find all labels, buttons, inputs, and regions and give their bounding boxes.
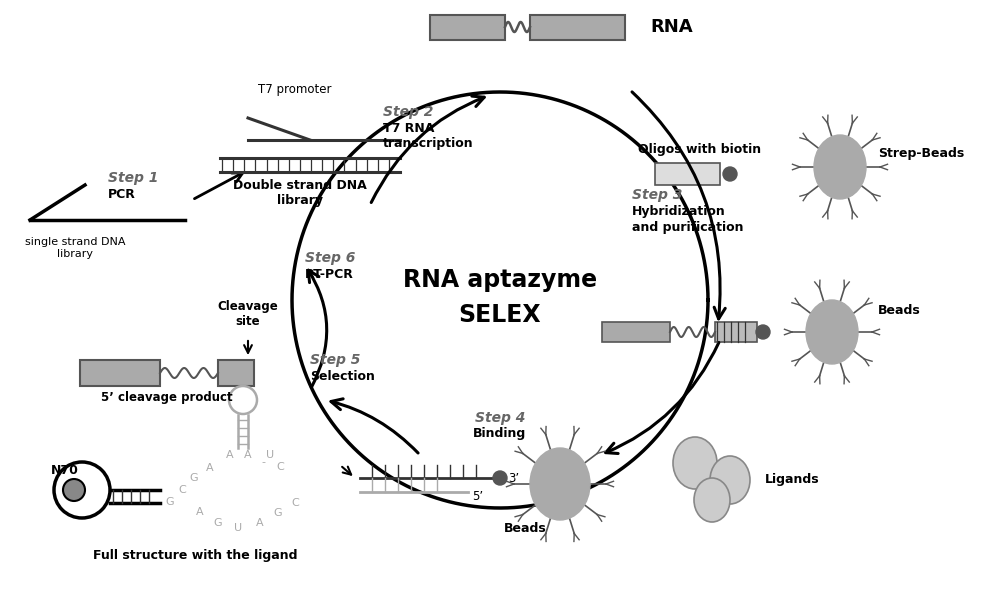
Ellipse shape — [814, 135, 866, 199]
FancyBboxPatch shape — [715, 322, 757, 342]
Text: A: A — [196, 507, 204, 517]
Text: Ligands: Ligands — [765, 474, 820, 487]
Text: RNA aptazyme: RNA aptazyme — [403, 268, 597, 292]
Text: U: U — [266, 450, 274, 460]
Text: G: G — [166, 497, 174, 507]
Text: Double strand DNA
library: Double strand DNA library — [233, 179, 367, 207]
FancyBboxPatch shape — [430, 15, 505, 40]
Text: T7 RNA: T7 RNA — [383, 121, 434, 135]
Text: Beads: Beads — [878, 304, 921, 316]
Text: 5’: 5’ — [472, 490, 483, 504]
FancyBboxPatch shape — [218, 360, 254, 386]
Circle shape — [756, 325, 770, 339]
Text: Step 1: Step 1 — [108, 171, 158, 185]
Text: RT-PCR: RT-PCR — [305, 267, 354, 280]
Text: C: C — [276, 462, 284, 472]
Text: Full structure with the ligand: Full structure with the ligand — [93, 548, 297, 562]
Text: Step 4: Step 4 — [475, 411, 525, 425]
Text: single strand DNA
library: single strand DNA library — [25, 237, 125, 259]
FancyBboxPatch shape — [80, 360, 160, 386]
Ellipse shape — [673, 437, 717, 489]
Circle shape — [63, 479, 85, 501]
Ellipse shape — [806, 300, 858, 364]
Text: and purification: and purification — [632, 221, 744, 234]
Text: A: A — [206, 463, 214, 473]
Text: Beads: Beads — [504, 521, 546, 535]
Text: Selection: Selection — [310, 370, 375, 383]
Text: G: G — [274, 508, 282, 518]
FancyBboxPatch shape — [655, 163, 720, 185]
Text: Step 6: Step 6 — [305, 251, 355, 265]
Text: -: - — [261, 457, 265, 467]
Ellipse shape — [694, 478, 730, 522]
Text: Step 2: Step 2 — [383, 105, 433, 119]
Text: 3’: 3’ — [508, 471, 519, 484]
Text: G: G — [190, 473, 198, 483]
Text: Hybridization: Hybridization — [632, 206, 726, 218]
Ellipse shape — [710, 456, 750, 504]
Text: G: G — [214, 518, 222, 528]
Text: PCR: PCR — [108, 188, 136, 200]
Text: Oligos with biotin: Oligos with biotin — [638, 144, 762, 157]
Text: RNA: RNA — [650, 18, 693, 36]
Text: C: C — [178, 485, 186, 495]
Text: SELEX: SELEX — [459, 303, 541, 327]
Text: transcription: transcription — [383, 136, 474, 150]
Circle shape — [723, 167, 737, 181]
Text: A: A — [256, 518, 264, 528]
Text: 5’ cleavage product: 5’ cleavage product — [101, 392, 233, 404]
Circle shape — [54, 462, 110, 518]
Text: Binding: Binding — [473, 426, 527, 440]
Text: A: A — [244, 450, 252, 460]
FancyBboxPatch shape — [530, 15, 625, 40]
FancyBboxPatch shape — [602, 322, 670, 342]
Text: U: U — [234, 523, 242, 533]
Ellipse shape — [530, 448, 590, 520]
Text: Step 5: Step 5 — [310, 353, 360, 367]
Text: Strep-Beads: Strep-Beads — [878, 147, 964, 160]
Circle shape — [229, 386, 257, 414]
Text: A: A — [226, 450, 234, 460]
Circle shape — [493, 471, 507, 485]
Text: Step 3: Step 3 — [632, 188, 682, 202]
Text: C: C — [291, 498, 299, 508]
Text: Cleavage
site: Cleavage site — [218, 300, 278, 328]
Text: T7 promoter: T7 promoter — [258, 84, 332, 96]
Text: N70: N70 — [51, 463, 79, 477]
